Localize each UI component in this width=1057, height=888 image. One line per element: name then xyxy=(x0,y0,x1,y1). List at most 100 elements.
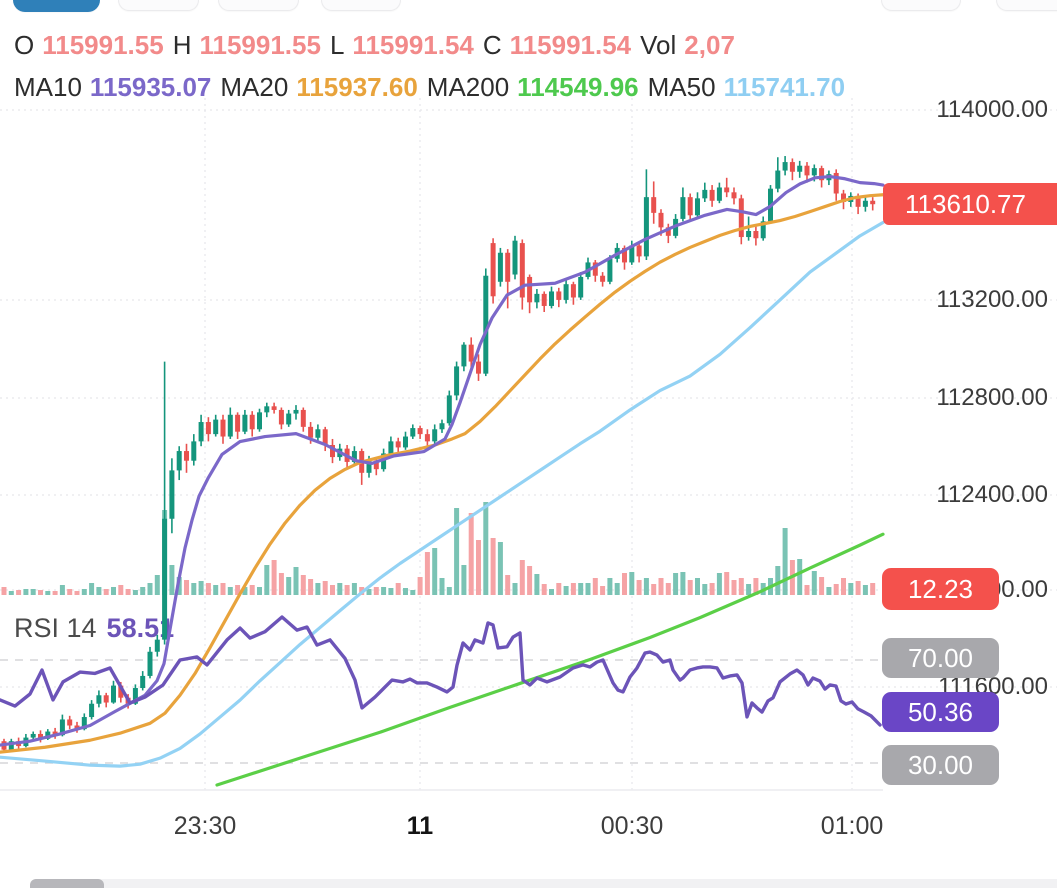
volume-bar xyxy=(337,583,343,595)
volume-bar xyxy=(147,583,153,595)
low-label: L xyxy=(329,30,345,60)
volume-bar xyxy=(848,583,854,595)
candle-body xyxy=(578,276,584,298)
volume-bar xyxy=(592,578,598,595)
volume-bar xyxy=(132,590,138,595)
candle-body xyxy=(775,170,781,189)
volume-bar xyxy=(96,587,102,595)
volume-bar xyxy=(716,573,722,595)
volume-value-badge: 12.23 xyxy=(882,568,999,610)
ma50-line xyxy=(0,220,885,768)
volume-bar xyxy=(658,578,664,595)
ma50-value: 115741.70 xyxy=(723,72,846,102)
volume-bar xyxy=(870,583,876,595)
volume-bar xyxy=(118,585,124,595)
candle-body xyxy=(410,428,416,437)
candle-body xyxy=(643,197,649,257)
ma10-line xyxy=(0,174,885,747)
price-axis-label: 113200.00 xyxy=(936,286,1048,313)
volume-bar xyxy=(439,578,445,595)
volume-bar xyxy=(607,578,613,595)
volume-bar xyxy=(862,585,868,595)
candle-body xyxy=(782,162,788,171)
volume-bar xyxy=(74,591,80,595)
candle-body xyxy=(527,276,533,303)
candle-body xyxy=(74,725,80,730)
candle-body xyxy=(797,165,803,172)
candle-body xyxy=(629,245,635,263)
volume-bar xyxy=(680,572,686,595)
candle-body xyxy=(154,639,160,652)
volume-bar xyxy=(782,528,788,595)
volume-bar xyxy=(81,589,87,595)
candle-body xyxy=(789,162,795,172)
candle-body xyxy=(132,688,138,704)
candle-body xyxy=(8,741,14,750)
candle-body xyxy=(59,719,65,736)
rsi-period-label: RSI 14 xyxy=(14,613,97,643)
candle-body xyxy=(549,291,554,306)
candle-body xyxy=(519,243,525,298)
time-axis-label: 00:30 xyxy=(600,812,664,840)
volume-bar xyxy=(651,584,657,595)
candle-body xyxy=(556,291,562,300)
candle-body xyxy=(541,293,547,306)
volume-bar xyxy=(235,585,241,595)
candle-body xyxy=(395,441,401,448)
ma200-value: 114549.96 xyxy=(517,72,639,102)
volume-bar xyxy=(198,581,204,595)
candle-body xyxy=(607,258,613,282)
price-axis-label: 112400.00 xyxy=(936,481,1048,508)
ma-legend-row: MA10 115935.07 MA20 115937.60 MA200 114549.… xyxy=(14,72,845,103)
volume-bar xyxy=(417,577,423,595)
candle-body xyxy=(257,412,262,430)
candle-body xyxy=(351,451,357,462)
volume-bar xyxy=(89,583,95,595)
candle-body xyxy=(235,414,241,432)
volume-bar xyxy=(388,588,394,595)
candle-body xyxy=(176,451,182,471)
ohlc-legend-row: O 115991.55 H 115991.55 L 115991.54 C 115991… xyxy=(14,30,735,61)
volume-bar xyxy=(738,578,744,595)
candle-body xyxy=(461,344,467,367)
volume-bar xyxy=(797,559,803,595)
candle-body xyxy=(278,409,284,425)
price-axis-label: 112800.00 xyxy=(936,384,1048,411)
candle-body xyxy=(439,423,445,430)
volume-bar xyxy=(23,589,29,595)
toolbar-pill[interactable] xyxy=(996,0,1057,11)
bottom-sheet-handle[interactable] xyxy=(30,879,104,888)
volume-bar xyxy=(351,583,357,595)
rsi-upper-band-badge: 70.00 xyxy=(882,638,999,678)
volume-bar xyxy=(1,587,7,595)
volume-bar xyxy=(271,560,277,595)
volume-bar xyxy=(410,590,416,595)
candle-body xyxy=(746,230,752,238)
candle-body xyxy=(592,262,598,276)
candle-body xyxy=(213,419,219,435)
candle-body xyxy=(570,284,576,298)
high-label: H xyxy=(172,30,192,60)
volume-bar xyxy=(461,565,467,595)
volume-bar xyxy=(366,589,372,595)
candle-body xyxy=(103,695,109,703)
candle-body xyxy=(67,719,73,726)
candle-body xyxy=(804,165,810,176)
volume-bar xyxy=(519,560,525,595)
candle-body xyxy=(702,189,708,199)
candle-body xyxy=(724,187,730,193)
volume-bar xyxy=(191,583,197,595)
volume-bar xyxy=(468,513,474,595)
candle-body xyxy=(81,717,87,730)
candle-body xyxy=(658,212,664,228)
candle-body xyxy=(687,197,693,216)
ma20-label: MA20 xyxy=(220,72,289,102)
volume-bar xyxy=(833,584,839,595)
volume-bar xyxy=(512,583,518,595)
candle-body xyxy=(293,409,299,414)
time-axis-label: 23:30 xyxy=(173,812,237,840)
ma20-line xyxy=(0,193,885,754)
volume-bar xyxy=(454,508,460,595)
candle-body xyxy=(753,230,759,239)
